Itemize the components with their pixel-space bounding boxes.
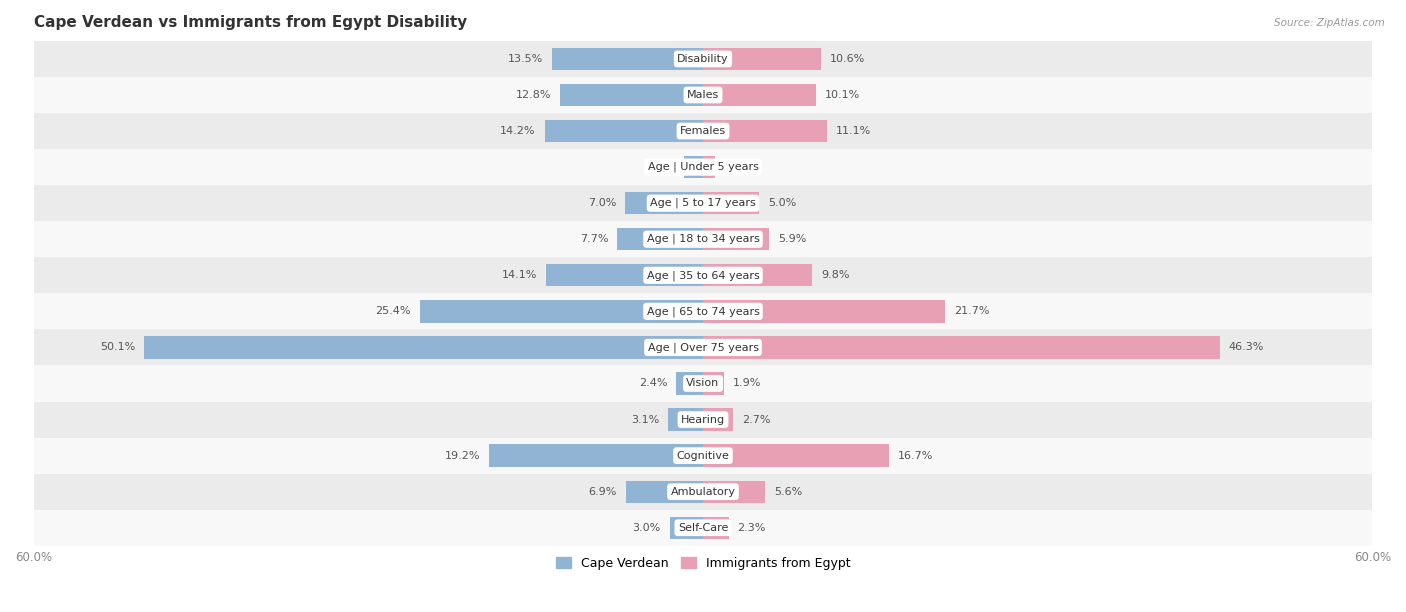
Text: 21.7%: 21.7% <box>955 307 990 316</box>
Bar <box>34 401 1372 438</box>
Text: 50.1%: 50.1% <box>100 343 135 353</box>
Bar <box>34 293 1372 329</box>
Bar <box>703 156 716 178</box>
Bar <box>669 517 703 539</box>
Text: 19.2%: 19.2% <box>444 450 479 461</box>
Bar <box>34 257 1372 293</box>
Text: 7.0%: 7.0% <box>588 198 616 208</box>
Bar <box>703 480 765 503</box>
Legend: Cape Verdean, Immigrants from Egypt: Cape Verdean, Immigrants from Egypt <box>551 552 855 575</box>
Text: Age | 65 to 74 years: Age | 65 to 74 years <box>647 306 759 316</box>
Text: Cape Verdean vs Immigrants from Egypt Disability: Cape Verdean vs Immigrants from Egypt Di… <box>34 15 467 30</box>
Bar <box>703 264 813 286</box>
Text: 1.1%: 1.1% <box>724 162 752 172</box>
Bar <box>34 365 1372 401</box>
Bar <box>489 444 703 467</box>
Bar <box>546 264 703 286</box>
Text: 12.8%: 12.8% <box>516 90 551 100</box>
Bar <box>703 48 821 70</box>
Bar <box>617 228 703 250</box>
Bar <box>703 444 890 467</box>
Text: Females: Females <box>681 126 725 136</box>
Text: 7.7%: 7.7% <box>579 234 609 244</box>
Text: 3.0%: 3.0% <box>633 523 661 533</box>
Text: 5.9%: 5.9% <box>778 234 806 244</box>
Text: 13.5%: 13.5% <box>508 54 544 64</box>
Bar <box>703 300 945 323</box>
Bar <box>624 192 703 214</box>
Bar <box>34 41 1372 77</box>
Text: 11.1%: 11.1% <box>835 126 872 136</box>
Text: Age | 35 to 64 years: Age | 35 to 64 years <box>647 270 759 280</box>
Text: 2.3%: 2.3% <box>738 523 766 533</box>
Text: 25.4%: 25.4% <box>375 307 411 316</box>
Text: Vision: Vision <box>686 378 720 389</box>
Bar <box>34 149 1372 185</box>
Bar <box>34 113 1372 149</box>
Text: 3.1%: 3.1% <box>631 414 659 425</box>
Text: 46.3%: 46.3% <box>1229 343 1264 353</box>
Bar <box>703 84 815 106</box>
Bar <box>676 372 703 395</box>
Text: Age | Under 5 years: Age | Under 5 years <box>648 162 758 173</box>
Bar <box>553 48 703 70</box>
Bar <box>34 510 1372 546</box>
Bar <box>703 372 724 395</box>
Bar <box>34 329 1372 365</box>
Text: 14.1%: 14.1% <box>502 271 537 280</box>
Text: Males: Males <box>688 90 718 100</box>
Text: 14.2%: 14.2% <box>501 126 536 136</box>
Text: Age | 18 to 34 years: Age | 18 to 34 years <box>647 234 759 244</box>
Bar <box>34 438 1372 474</box>
Text: Ambulatory: Ambulatory <box>671 487 735 497</box>
Bar <box>34 77 1372 113</box>
Bar <box>703 228 769 250</box>
Bar <box>419 300 703 323</box>
Text: 9.8%: 9.8% <box>821 271 849 280</box>
Bar <box>703 408 733 431</box>
Bar <box>703 120 827 142</box>
Bar <box>34 474 1372 510</box>
Text: Source: ZipAtlas.com: Source: ZipAtlas.com <box>1274 18 1385 28</box>
Bar <box>34 185 1372 221</box>
Text: 5.0%: 5.0% <box>768 198 796 208</box>
Text: 2.7%: 2.7% <box>742 414 770 425</box>
Text: 6.9%: 6.9% <box>589 487 617 497</box>
Text: Self-Care: Self-Care <box>678 523 728 533</box>
Bar <box>34 221 1372 257</box>
Text: 16.7%: 16.7% <box>898 450 934 461</box>
Text: Cognitive: Cognitive <box>676 450 730 461</box>
Text: Age | 5 to 17 years: Age | 5 to 17 years <box>650 198 756 209</box>
Bar <box>143 336 703 359</box>
Text: 2.4%: 2.4% <box>638 378 668 389</box>
Text: 5.6%: 5.6% <box>775 487 803 497</box>
Text: Disability: Disability <box>678 54 728 64</box>
Bar <box>668 408 703 431</box>
Bar <box>544 120 703 142</box>
Bar <box>685 156 703 178</box>
Bar <box>703 192 759 214</box>
Bar <box>703 336 1219 359</box>
Text: Hearing: Hearing <box>681 414 725 425</box>
Text: 1.7%: 1.7% <box>647 162 675 172</box>
Bar <box>626 480 703 503</box>
Text: 10.6%: 10.6% <box>830 54 866 64</box>
Bar <box>560 84 703 106</box>
Text: 10.1%: 10.1% <box>824 90 860 100</box>
Bar <box>703 517 728 539</box>
Text: 1.9%: 1.9% <box>733 378 762 389</box>
Text: Age | Over 75 years: Age | Over 75 years <box>648 342 758 353</box>
